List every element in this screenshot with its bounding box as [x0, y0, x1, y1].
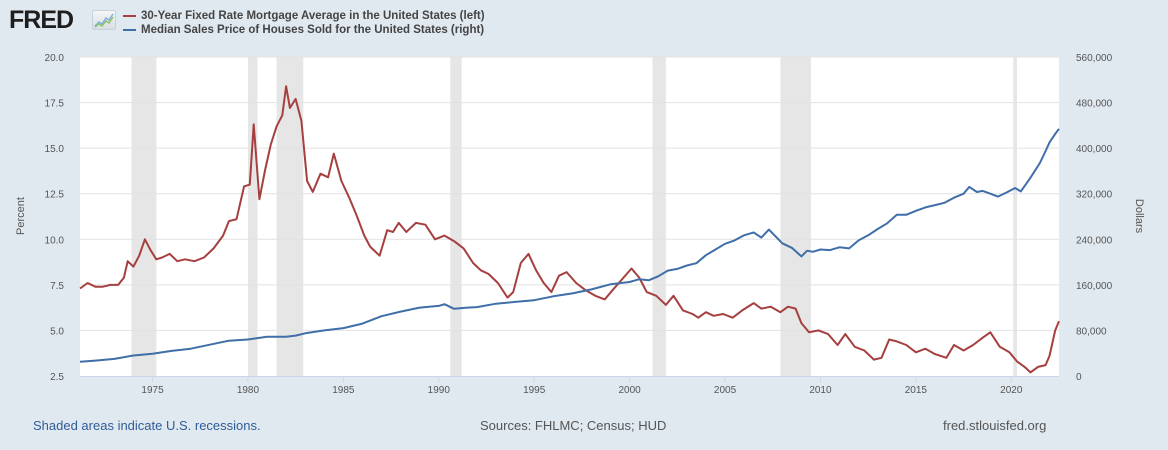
x-tick-label: 2005 — [714, 385, 737, 396]
y-tick-label-right: 480,000 — [1076, 99, 1113, 110]
recession-band — [1013, 57, 1018, 376]
x-tick-label: 2020 — [1000, 385, 1023, 396]
legend-swatch-blue — [123, 29, 136, 31]
sources-text: Sources: FHLMC; Census; HUD — [480, 418, 667, 433]
x-tick-label: 1980 — [237, 385, 260, 396]
recession-band — [780, 57, 811, 376]
recession-band — [247, 57, 258, 376]
x-tick-label: 2010 — [809, 385, 832, 396]
recession-band — [652, 57, 666, 376]
mortgage-rate-line[interactable] — [79, 85, 1060, 374]
y-tick-label-right: 320,000 — [1076, 190, 1113, 201]
recession-note-link[interactable]: Shaded areas indicate U.S. recessions. — [33, 418, 261, 433]
y-tick-label-right: 80,000 — [1076, 326, 1107, 337]
y-tick-label-left: 17.5 — [45, 99, 65, 110]
line-chart-icon — [92, 10, 116, 30]
chart-legend: 30-Year Fixed Rate Mortgage Average in t… — [123, 9, 485, 37]
y-tick-label-left: 2.5 — [50, 372, 64, 383]
x-tick-label: 1990 — [428, 385, 451, 396]
fred-url-link[interactable]: fred.stlouisfed.org — [943, 418, 1047, 433]
x-tick-label: 1995 — [523, 385, 546, 396]
plot-background — [80, 57, 1059, 376]
y-tick-label-right: 160,000 — [1076, 281, 1113, 292]
median-price-line[interactable] — [79, 128, 1060, 363]
y-tick-label-right: 560,000 — [1076, 53, 1113, 64]
legend-label: 30-Year Fixed Rate Mortgage Average in t… — [141, 9, 485, 22]
y-axis-title-left: Percent — [15, 197, 27, 235]
y-tick-label-left: 12.5 — [45, 190, 65, 201]
y-tick-label-left: 20.0 — [45, 53, 65, 64]
legend-swatch-red — [123, 15, 136, 17]
x-tick-label: 2000 — [618, 385, 641, 396]
fred-logo[interactable]: FRED — [9, 6, 74, 34]
y-axis-title-right: Dollars — [1133, 199, 1145, 234]
recession-band — [131, 57, 157, 376]
y-tick-label-left: 5.0 — [50, 326, 64, 337]
y-tick-label-left: 15.0 — [45, 144, 65, 155]
y-tick-label-right: 240,000 — [1076, 235, 1113, 246]
recession-band — [450, 57, 462, 376]
x-tick-label: 1975 — [141, 385, 164, 396]
x-tick-label: 1985 — [332, 385, 355, 396]
y-tick-label-right: 0 — [1076, 372, 1082, 383]
x-tick-label: 2015 — [905, 385, 928, 396]
y-tick-label-right: 400,000 — [1076, 144, 1113, 155]
legend-item-mortgage-rate[interactable]: 30-Year Fixed Rate Mortgage Average in t… — [123, 9, 485, 23]
legend-label: Median Sales Price of Houses Sold for th… — [141, 23, 485, 36]
y-tick-label-left: 7.5 — [50, 281, 64, 292]
y-tick-label-left: 10.0 — [45, 235, 65, 246]
legend-item-median-price[interactable]: Median Sales Price of Houses Sold for th… — [123, 23, 485, 37]
